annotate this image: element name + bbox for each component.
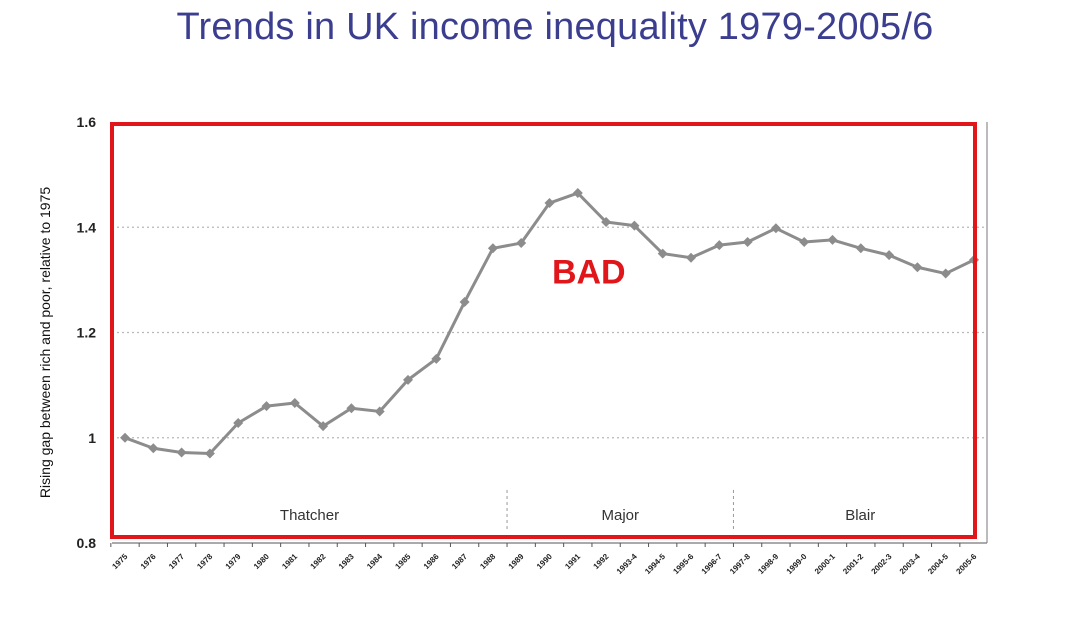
x-tick-label-1994-5: 1994-5 xyxy=(643,552,667,576)
x-tick-label-1987: 1987 xyxy=(450,552,469,571)
x-tick-label-1988: 1988 xyxy=(478,552,497,571)
x-tick-label-2005-6: 2005-6 xyxy=(954,552,978,576)
x-tick-label-1989: 1989 xyxy=(507,552,526,571)
y-axis-label: Rising gap between rich and poor, relati… xyxy=(37,187,53,499)
x-tick-label-1990: 1990 xyxy=(535,552,554,571)
data-point-1996-7 xyxy=(714,240,725,251)
data-point-1999-0 xyxy=(799,236,810,247)
x-tick-label-2000-1: 2000-1 xyxy=(813,552,837,576)
x-tick-label-1983: 1983 xyxy=(337,552,356,571)
page-title: Trends in UK income inequality 1979-2005… xyxy=(176,6,934,48)
x-tick-label-1996-7: 1996-7 xyxy=(700,552,724,576)
x-tick-label-1995-6: 1995-6 xyxy=(671,552,695,576)
x-tick-label-1985: 1985 xyxy=(393,552,412,571)
data-point-2004-5 xyxy=(940,268,951,279)
data-point-1983 xyxy=(346,403,357,414)
era-label-thatcher: Thatcher xyxy=(280,507,339,524)
data-point-1995-6 xyxy=(686,252,696,263)
x-tick-label-1979: 1979 xyxy=(224,552,243,571)
x-tick-label-1980: 1980 xyxy=(252,552,271,571)
data-point-1994-5 xyxy=(657,248,668,259)
data-point-1981 xyxy=(289,398,300,409)
data-point-1978 xyxy=(204,448,215,459)
data-point-1998-9 xyxy=(770,223,781,234)
x-tick-label-1993-4: 1993-4 xyxy=(615,552,639,576)
y-tick-label-1.2: 1.2 xyxy=(77,325,97,341)
x-tick-label-1984: 1984 xyxy=(365,552,384,571)
data-point-1986 xyxy=(431,353,442,364)
data-point-1988 xyxy=(487,243,498,254)
x-tick-label-1991: 1991 xyxy=(563,552,582,571)
data-point-1976 xyxy=(148,443,159,454)
x-tick-label-2004-5: 2004-5 xyxy=(926,552,950,576)
x-tick-label-1977: 1977 xyxy=(167,552,186,571)
data-point-2003-4 xyxy=(912,262,923,273)
data-point-2000-1 xyxy=(827,234,838,245)
series-line xyxy=(124,191,975,456)
data-point-2002-3 xyxy=(884,250,895,261)
x-tick-label-1986: 1986 xyxy=(422,552,441,571)
annotation-bad: BAD xyxy=(552,253,626,291)
highlight-frame xyxy=(110,122,977,539)
data-point-1985 xyxy=(403,374,413,385)
data-point-1992 xyxy=(601,216,612,227)
data-point-1977 xyxy=(176,447,187,458)
data-point-1980 xyxy=(261,401,272,412)
x-tick-label-2001-2: 2001-2 xyxy=(841,552,865,576)
x-tick-label-2003-4: 2003-4 xyxy=(898,552,922,576)
data-point-2001-2 xyxy=(855,243,866,254)
x-tick-label-1997-8: 1997-8 xyxy=(728,552,752,576)
x-tick-label-1975: 1975 xyxy=(110,552,129,571)
era-bands: Thatcher Major Blair xyxy=(280,490,875,532)
y-tick-label-1.6: 1.6 xyxy=(77,114,97,130)
y-tick-label-0.8: 0.8 xyxy=(77,535,97,551)
x-tick-label-1981: 1981 xyxy=(280,552,299,571)
data-point-1984 xyxy=(374,406,385,417)
x-tick-label-1978: 1978 xyxy=(195,552,214,571)
data-point-1997-8 xyxy=(742,236,753,247)
data-point-1993-4 xyxy=(629,220,640,231)
x-tick-label-2002-3: 2002-3 xyxy=(870,552,894,576)
data-point-1979 xyxy=(233,418,244,429)
data-point-1982 xyxy=(318,421,329,432)
x-tick-label-1982: 1982 xyxy=(309,552,328,571)
series-income-gap xyxy=(120,188,979,459)
x-tick-label-1998-9: 1998-9 xyxy=(756,552,780,576)
y-tick-label-1.4: 1.4 xyxy=(77,219,97,235)
data-point-1991 xyxy=(572,188,583,199)
gridlines xyxy=(112,226,987,439)
x-tick-label-1999-0: 1999-0 xyxy=(785,552,809,576)
era-label-blair: Blair xyxy=(845,507,875,524)
x-tick-label-1992: 1992 xyxy=(592,552,611,571)
y-tick-label-1: 1 xyxy=(88,430,96,446)
x-tick-label-1976: 1976 xyxy=(139,552,158,571)
era-label-major: Major xyxy=(601,507,639,524)
data-point-1989 xyxy=(516,238,527,249)
data-point-1990 xyxy=(544,198,555,209)
data-point-1987 xyxy=(459,296,470,307)
data-point-1975 xyxy=(120,432,130,443)
